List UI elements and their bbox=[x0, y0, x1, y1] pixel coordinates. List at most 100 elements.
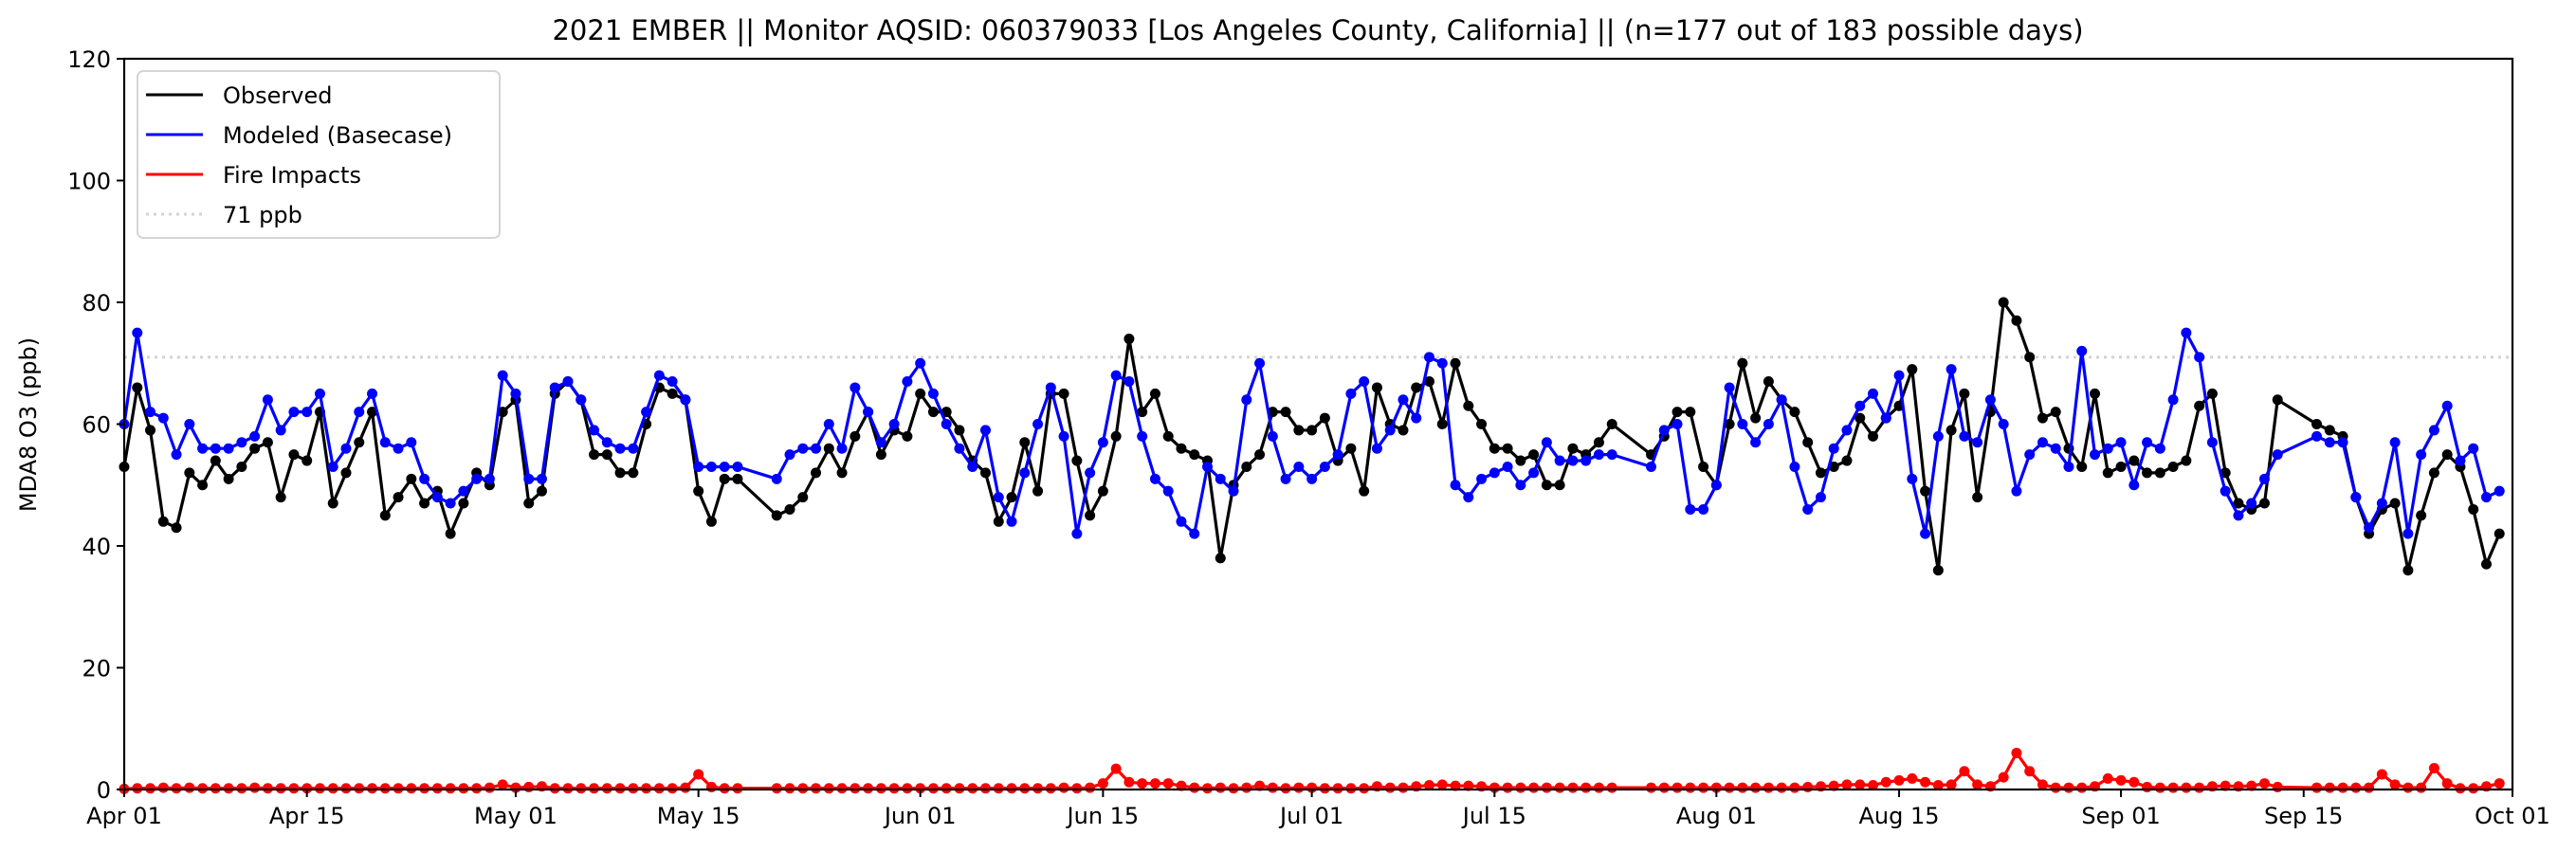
data-point-fire-impacts bbox=[1359, 783, 1370, 794]
data-point-modeled-basecase bbox=[2324, 437, 2335, 448]
data-point-observed bbox=[1110, 430, 1122, 442]
data-point-fire-impacts bbox=[601, 783, 612, 794]
data-point-modeled-basecase bbox=[1332, 449, 1343, 461]
data-point-observed bbox=[367, 407, 378, 418]
data-point-fire-impacts bbox=[797, 783, 809, 794]
data-point-modeled-basecase bbox=[1345, 388, 1357, 399]
data-point-modeled-basecase bbox=[562, 376, 574, 388]
data-point-fire-impacts bbox=[2115, 774, 2127, 786]
data-point-modeled-basecase bbox=[719, 461, 730, 472]
data-point-modeled-basecase bbox=[1398, 394, 1409, 406]
data-point-observed bbox=[2324, 425, 2335, 436]
data-point-modeled-basecase bbox=[1710, 480, 1722, 491]
data-point-observed bbox=[523, 498, 535, 509]
data-point-fire-impacts bbox=[1215, 782, 1226, 793]
data-point-modeled-basecase bbox=[979, 425, 991, 436]
data-point-fire-impacts bbox=[628, 783, 639, 794]
data-point-observed bbox=[1685, 407, 1696, 418]
data-point-modeled-basecase bbox=[275, 425, 286, 436]
data-point-modeled-basecase bbox=[1045, 382, 1056, 393]
data-point-fire-impacts bbox=[941, 783, 952, 794]
data-point-observed bbox=[1528, 449, 1540, 461]
data-point-fire-impacts bbox=[406, 783, 417, 794]
data-point-modeled-basecase bbox=[197, 443, 209, 454]
data-point-modeled-basecase bbox=[1528, 467, 1540, 479]
data-point-fire-impacts bbox=[1502, 782, 1513, 793]
data-point-observed bbox=[497, 407, 508, 418]
data-point-modeled-basecase bbox=[236, 437, 247, 448]
data-point-fire-impacts bbox=[875, 783, 886, 794]
data-point-fire-impacts bbox=[1932, 780, 1944, 791]
data-point-modeled-basecase bbox=[1201, 461, 1213, 472]
data-point-modeled-basecase bbox=[497, 370, 508, 381]
data-point-modeled-basecase bbox=[1750, 437, 1762, 448]
data-point-modeled-basecase bbox=[249, 430, 261, 442]
data-point-observed bbox=[875, 449, 886, 461]
data-point-fire-impacts bbox=[471, 783, 483, 794]
data-point-fire-impacts bbox=[1137, 778, 1148, 789]
data-point-fire-impacts bbox=[367, 783, 378, 794]
data-point-fire-impacts bbox=[1567, 782, 1579, 793]
data-point-fire-impacts bbox=[771, 783, 782, 794]
data-point-observed bbox=[614, 467, 626, 479]
data-point-modeled-basecase bbox=[301, 407, 313, 418]
data-point-observed bbox=[2115, 461, 2127, 472]
data-point-modeled-basecase bbox=[2181, 327, 2192, 338]
data-point-modeled-basecase bbox=[1502, 461, 1513, 472]
data-point-fire-impacts bbox=[2468, 783, 2479, 794]
data-point-fire-impacts bbox=[184, 782, 195, 793]
data-point-observed bbox=[2090, 388, 2101, 399]
data-point-modeled-basecase bbox=[902, 376, 913, 388]
data-point-fire-impacts bbox=[1241, 782, 1252, 793]
data-point-observed bbox=[327, 498, 338, 509]
data-point-fire-impacts bbox=[2011, 747, 2022, 758]
data-point-modeled-basecase bbox=[1593, 449, 1604, 461]
y-tick-label: 40 bbox=[82, 534, 111, 560]
data-point-modeled-basecase bbox=[1162, 485, 1174, 497]
data-point-observed bbox=[2206, 388, 2218, 399]
data-point-modeled-basecase bbox=[2063, 461, 2074, 472]
data-point-fire-impacts bbox=[1802, 781, 1814, 792]
data-point-modeled-basecase bbox=[2468, 443, 2479, 454]
x-tick-label: Jun 01 bbox=[883, 803, 957, 829]
data-point-fire-impacts bbox=[1071, 783, 1083, 794]
data-point-fire-impacts bbox=[811, 783, 822, 794]
data-point-observed bbox=[197, 480, 209, 491]
data-point-modeled-basecase bbox=[811, 443, 822, 454]
data-point-observed bbox=[601, 449, 612, 461]
data-point-observed bbox=[1802, 437, 1814, 448]
data-point-modeled-basecase bbox=[1228, 485, 1239, 497]
data-point-modeled-basecase bbox=[1932, 430, 1944, 442]
data-point-observed bbox=[1946, 425, 1957, 436]
data-point-modeled-basecase bbox=[628, 443, 639, 454]
data-point-fire-impacts bbox=[823, 783, 834, 794]
data-point-observed bbox=[340, 467, 352, 479]
y-tick-label: 20 bbox=[82, 656, 111, 682]
data-point-fire-impacts bbox=[1345, 783, 1357, 794]
data-point-fire-impacts bbox=[993, 783, 1004, 794]
data-point-observed bbox=[1972, 492, 1983, 503]
data-point-modeled-basecase bbox=[589, 425, 600, 436]
data-point-modeled-basecase bbox=[1032, 419, 1044, 429]
data-point-modeled-basecase bbox=[367, 388, 378, 399]
data-point-fire-impacts bbox=[379, 783, 391, 794]
data-point-fire-impacts bbox=[1776, 782, 1787, 793]
data-point-modeled-basecase bbox=[1006, 516, 1017, 527]
data-point-modeled-basecase bbox=[262, 394, 273, 406]
data-point-observed bbox=[458, 498, 469, 509]
data-point-fire-impacts bbox=[2154, 782, 2165, 793]
data-point-fire-impacts bbox=[2376, 769, 2387, 780]
x-tick-label: Apr 01 bbox=[86, 803, 162, 829]
data-point-fire-impacts bbox=[1541, 782, 1552, 793]
data-point-fire-impacts bbox=[705, 781, 717, 792]
data-point-modeled-basecase bbox=[614, 443, 626, 454]
data-point-modeled-basecase bbox=[379, 437, 391, 448]
data-point-fire-impacts bbox=[693, 769, 704, 780]
data-point-observed bbox=[419, 498, 430, 509]
data-point-fire-impacts bbox=[2181, 782, 2192, 793]
data-point-fire-impacts bbox=[1893, 774, 1905, 786]
data-point-observed bbox=[379, 510, 391, 521]
data-point-modeled-basecase bbox=[132, 327, 143, 338]
data-point-fire-impacts bbox=[1032, 783, 1044, 794]
data-point-fire-impacts bbox=[249, 782, 261, 793]
